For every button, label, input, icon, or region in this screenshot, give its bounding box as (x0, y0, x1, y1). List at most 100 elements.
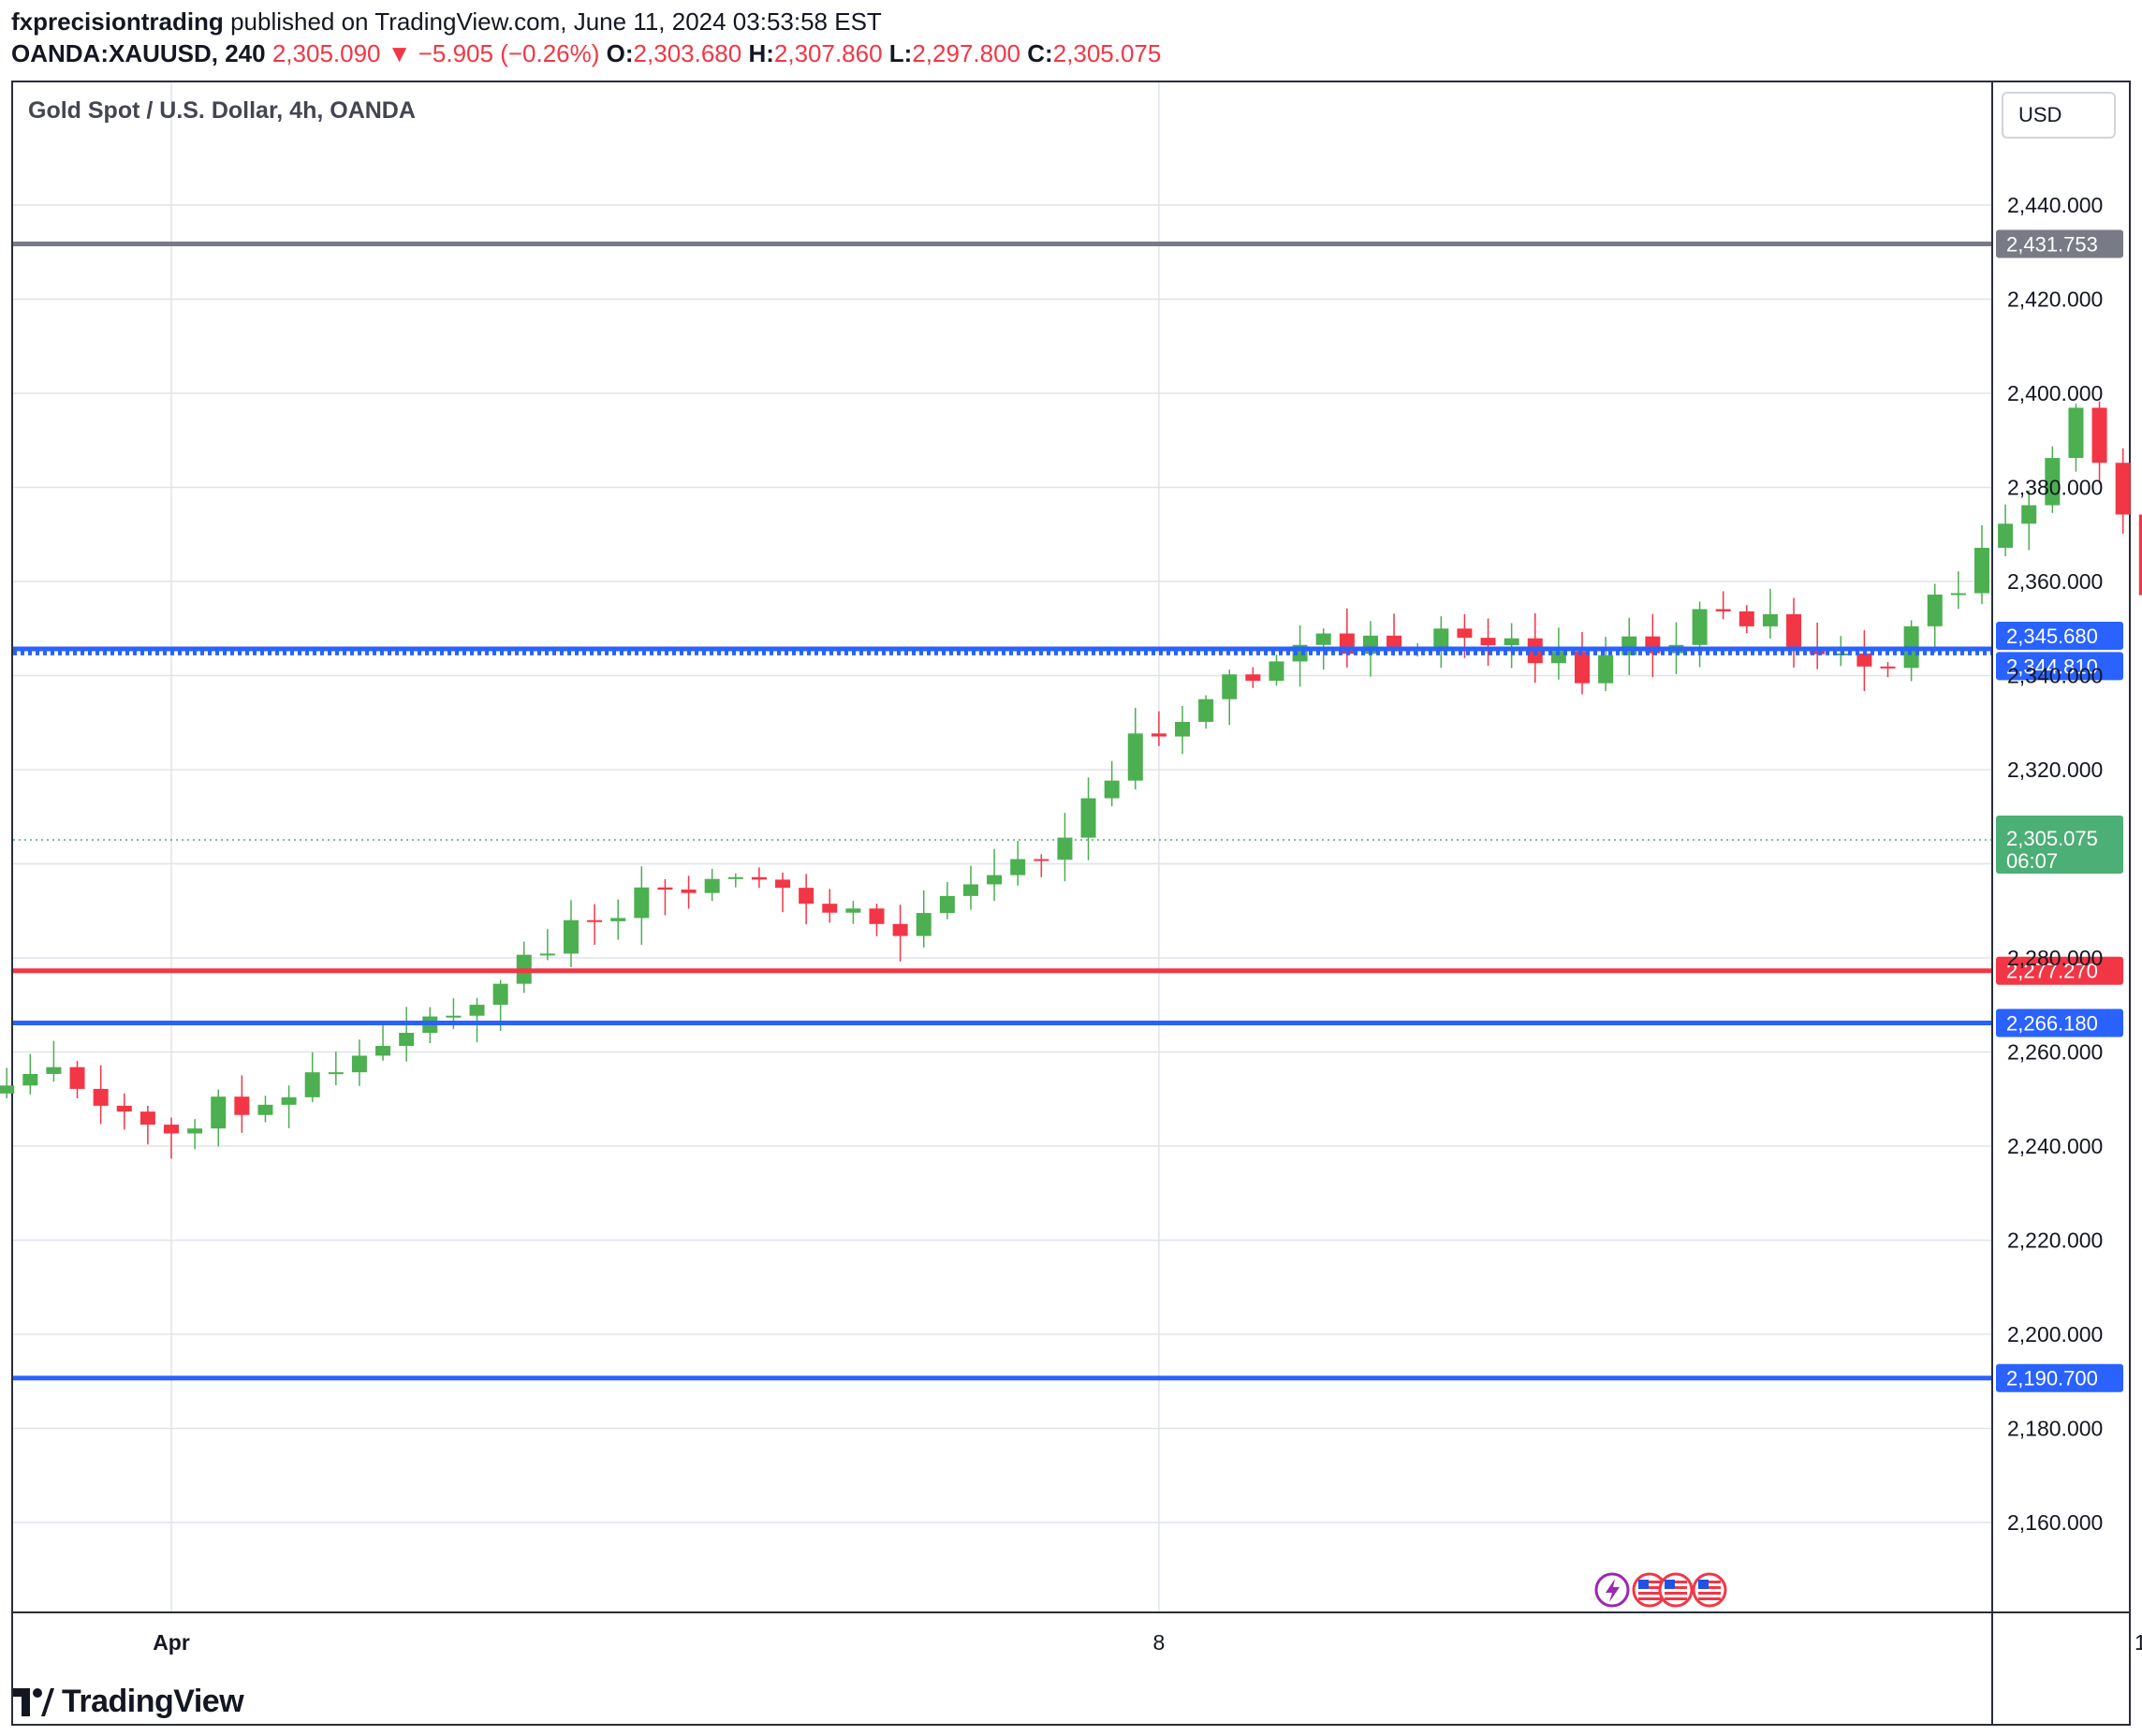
candle-up (1198, 699, 1214, 722)
candle-up (2068, 407, 2084, 459)
down-arrow-icon: ▼ (387, 39, 412, 67)
flag-stripe (1638, 1597, 1661, 1600)
candle-down (1457, 628, 1473, 639)
flag-stripe (1665, 1597, 1687, 1600)
price-tick-label: 2,380.000 (2007, 476, 2103, 500)
level-tag (1996, 652, 2123, 681)
candle-up (1127, 733, 1143, 781)
candle-up (1998, 523, 2014, 549)
candle-down (1856, 653, 1872, 667)
candle-up (939, 895, 955, 914)
candle-up (187, 1128, 203, 1134)
flag-stripe (1665, 1581, 1687, 1583)
time-tick-label: 15 (2135, 1630, 2142, 1655)
candle-up (1315, 633, 1331, 645)
chart-frame (11, 81, 2131, 1726)
candle-down (869, 908, 885, 924)
price-tick-label: 2,160.000 (2007, 1510, 2103, 1535)
level-tag (1996, 956, 2123, 985)
high-label: H: (748, 39, 774, 67)
level-tag-label: 2,190.700 (2006, 1367, 2098, 1390)
tradingview-logo[interactable]: TradingView (13, 1684, 244, 1720)
candle-down (1245, 674, 1261, 681)
candle-down (1034, 859, 1049, 861)
candle-down (892, 923, 908, 936)
publish-info: fxprecisiontrading published on TradingV… (11, 7, 882, 37)
candle-down (2091, 407, 2107, 463)
candle-up (1598, 655, 1614, 684)
candle-down (2138, 514, 2142, 596)
candle-up (987, 875, 1003, 885)
candle-up (634, 887, 650, 919)
candle-up (281, 1096, 297, 1105)
candle-up (1175, 721, 1191, 737)
open-label: O: (606, 39, 634, 67)
price-tick-label: 2,320.000 (2007, 758, 2103, 782)
candle-up (1504, 638, 1519, 646)
candle-up (1080, 798, 1096, 838)
level-tag (1996, 229, 2123, 258)
us-flag-icon (1692, 1572, 1727, 1608)
candle-up (257, 1104, 273, 1115)
candle-down (751, 876, 767, 880)
candle-down (1715, 609, 1731, 611)
candle-up (2045, 458, 2061, 506)
low-label: L: (888, 39, 913, 67)
price-tick-label: 2,180.000 (2007, 1417, 2103, 1441)
flag-canton (1698, 1580, 1709, 1589)
candle-down (799, 888, 814, 905)
candle-up (563, 919, 579, 954)
candle-up (351, 1055, 367, 1073)
candle-down (681, 890, 697, 893)
candle-up (446, 1015, 462, 1018)
candle-up (1973, 548, 1989, 594)
candle-up (1927, 595, 1943, 626)
candle-up (962, 884, 978, 896)
flag-stripe (1665, 1592, 1687, 1595)
candle-up (704, 878, 720, 893)
flag-stripe (1698, 1592, 1721, 1595)
published-text: published on TradingView.com, June 11, 2… (230, 7, 882, 36)
candle-down (1880, 666, 1896, 669)
candle-down (164, 1125, 179, 1134)
lightning-glyph-icon (1606, 1579, 1620, 1602)
candle-down (116, 1105, 132, 1112)
candle-down (234, 1096, 250, 1115)
flag-stripe (1698, 1586, 1721, 1589)
price-tick-label: 2,440.000 (2007, 193, 2103, 217)
time-tick-label: 8 (1153, 1630, 1166, 1655)
us-flag-icon (1658, 1572, 1694, 1608)
price-tick-label: 2,280.000 (2007, 946, 2103, 970)
candle-up (375, 1045, 391, 1056)
candle-up (304, 1072, 320, 1097)
candle-down (1739, 611, 1754, 626)
symbol: OANDA:XAUUSD, 240 (11, 39, 266, 67)
low-value: 2,297.800 (912, 39, 1021, 67)
publisher-name[interactable]: fxprecisiontrading (11, 7, 224, 36)
last-price-label: 2,305.075 (2006, 827, 2098, 850)
candle-up (328, 1072, 344, 1075)
candle-down (822, 904, 838, 913)
open-value: 2,303.680 (633, 39, 742, 67)
close-value: 2,305.075 (1052, 39, 1162, 67)
candle-up (1222, 674, 1238, 699)
high-value: 2,307.860 (773, 39, 883, 67)
candle-up (1692, 609, 1708, 645)
candle-up (1010, 859, 1026, 875)
candle-up (539, 953, 555, 956)
candle-up (399, 1033, 415, 1046)
candle-up (727, 876, 743, 879)
price-tick-label: 2,420.000 (2007, 287, 2103, 312)
brand-name: TradingView (62, 1684, 244, 1719)
candle-up (1950, 593, 1966, 596)
candle-down (69, 1067, 85, 1089)
candle-up (916, 913, 932, 936)
candle-up (610, 918, 626, 921)
candle-up (1269, 661, 1284, 681)
candle-down (139, 1111, 155, 1125)
currency-selector[interactable]: USD (2002, 92, 2116, 139)
candle-up (469, 1005, 485, 1016)
candle-down (1480, 638, 1496, 646)
level-tag-label: 2,431.753 (2006, 232, 2098, 256)
